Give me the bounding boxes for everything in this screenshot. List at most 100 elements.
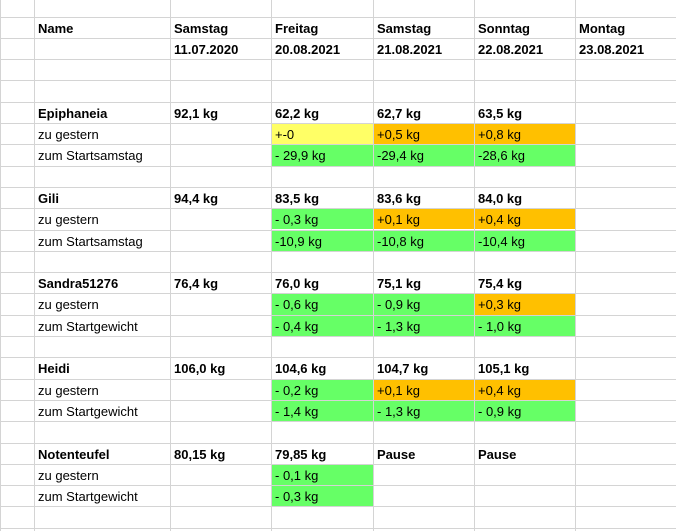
cell: - 1,4 kg	[272, 400, 373, 422]
grid-line	[0, 293, 676, 295]
cell: zum Startgewicht	[38, 318, 138, 334]
cell: Pause	[478, 446, 517, 462]
cell: - 0,9 kg	[475, 400, 575, 422]
cell: -29,4 kg	[374, 145, 474, 166]
cell: Freitag	[275, 20, 319, 36]
grid-line	[170, 0, 171, 531]
cell: Sonntag	[478, 20, 530, 36]
cell: 106,0 kg	[174, 361, 226, 377]
cell: zu gestern	[38, 382, 99, 398]
cell: +0,1 kg	[374, 379, 474, 400]
cell: zu gestern	[38, 297, 99, 313]
grid-line	[271, 0, 272, 531]
grid-line	[0, 80, 676, 82]
cell: 92,1 kg	[174, 105, 219, 121]
grid-line	[0, 250, 676, 252]
cell: -10,9 kg	[272, 230, 373, 251]
cell: +0,1 kg	[374, 209, 474, 230]
cell: -28,6 kg	[475, 145, 575, 166]
cell: 62,7 kg	[377, 105, 422, 121]
cell: - 0,3 kg	[272, 209, 373, 230]
grid-line	[0, 506, 676, 508]
cell: 94,4 kg	[174, 190, 219, 206]
grid-line	[0, 399, 676, 401]
cell: 104,6 kg	[275, 361, 327, 377]
cell: -10,8 kg	[374, 230, 474, 251]
grid-line	[0, 314, 676, 316]
cell: 76,0 kg	[275, 276, 320, 292]
cell: Montag	[579, 20, 626, 36]
cell: zu gestern	[38, 127, 99, 142]
cell: zum Startsamstag	[38, 148, 143, 164]
cell: +0,4 kg	[475, 209, 575, 230]
cell: - 1,0 kg	[475, 315, 575, 336]
cell: 63,5 kg	[478, 105, 523, 121]
grid-line	[0, 272, 676, 274]
grid-line	[0, 357, 676, 359]
cell: 79,85 kg	[275, 446, 327, 462]
cell: +0,4 kg	[475, 379, 575, 400]
cell: zum Startgewicht	[38, 489, 138, 505]
grid-line	[0, 101, 676, 103]
grid-line	[0, 37, 676, 39]
grid-line	[0, 336, 676, 337]
cell: - 0,6 kg	[272, 294, 373, 315]
grid-line	[0, 485, 676, 487]
grid-line	[373, 0, 374, 531]
cell: Heidi	[38, 361, 70, 377]
cell: 80,15 kg	[174, 446, 226, 462]
cell: +0,5 kg	[374, 124, 474, 145]
cell: +-0	[272, 124, 373, 145]
cell: Epiphaneia	[38, 105, 108, 121]
cell: -10,4 kg	[475, 230, 575, 251]
grid-line	[0, 421, 676, 423]
cell: 104,7 kg	[377, 361, 429, 377]
cell: +0,3 kg	[475, 294, 575, 315]
cell: Notenteufel	[38, 446, 110, 462]
cell: 22.08.2021	[478, 41, 544, 57]
cell: 84,0 kg	[478, 190, 523, 206]
grid-line	[0, 0, 1, 531]
cell: - 1,3 kg	[374, 400, 474, 422]
cell: +0,8 kg	[475, 124, 575, 145]
cell: - 0,3 kg	[272, 486, 373, 507]
cell: 105,1 kg	[478, 361, 530, 377]
cell: 83,5 kg	[275, 190, 320, 206]
cell: - 29,9 kg	[272, 145, 373, 166]
grid-line	[0, 186, 676, 188]
cell: 21.08.2021	[377, 41, 443, 57]
cell: - 0,9 kg	[374, 294, 474, 315]
grid-line	[34, 0, 35, 531]
grid-line	[0, 527, 676, 529]
grid-line	[575, 0, 576, 531]
cell: 62,2 kg	[275, 105, 320, 121]
grid-line	[0, 208, 676, 210]
grid-line	[0, 463, 676, 465]
cell: - 0,4 kg	[272, 315, 373, 336]
cell: zum Startsamstag	[38, 233, 143, 249]
cell: 20.08.2021	[275, 41, 341, 57]
grid-line	[0, 165, 676, 167]
grid-line	[0, 144, 676, 146]
cell: Pause	[377, 446, 416, 462]
cell: Name	[38, 20, 74, 36]
cell: 11.07.2020	[174, 41, 239, 57]
grid-line	[0, 442, 676, 444]
cell: 76,4 kg	[174, 276, 219, 292]
cell: zu gestern	[38, 467, 99, 483]
cell: - 0,1 kg	[272, 464, 373, 486]
grid-line	[0, 123, 676, 124]
cell: 75,1 kg	[377, 276, 422, 292]
grid-line	[0, 229, 676, 231]
cell: 75,4 kg	[478, 276, 523, 292]
cell: 83,6 kg	[377, 190, 422, 206]
cell: 23.08.2021	[579, 41, 645, 57]
grid-line	[0, 16, 676, 18]
cell: - 1,3 kg	[374, 315, 474, 336]
cell: Sandra51276	[38, 276, 119, 292]
grid-line	[0, 378, 676, 380]
cell: - 0,2 kg	[272, 379, 373, 400]
cell: Gili	[38, 190, 59, 206]
